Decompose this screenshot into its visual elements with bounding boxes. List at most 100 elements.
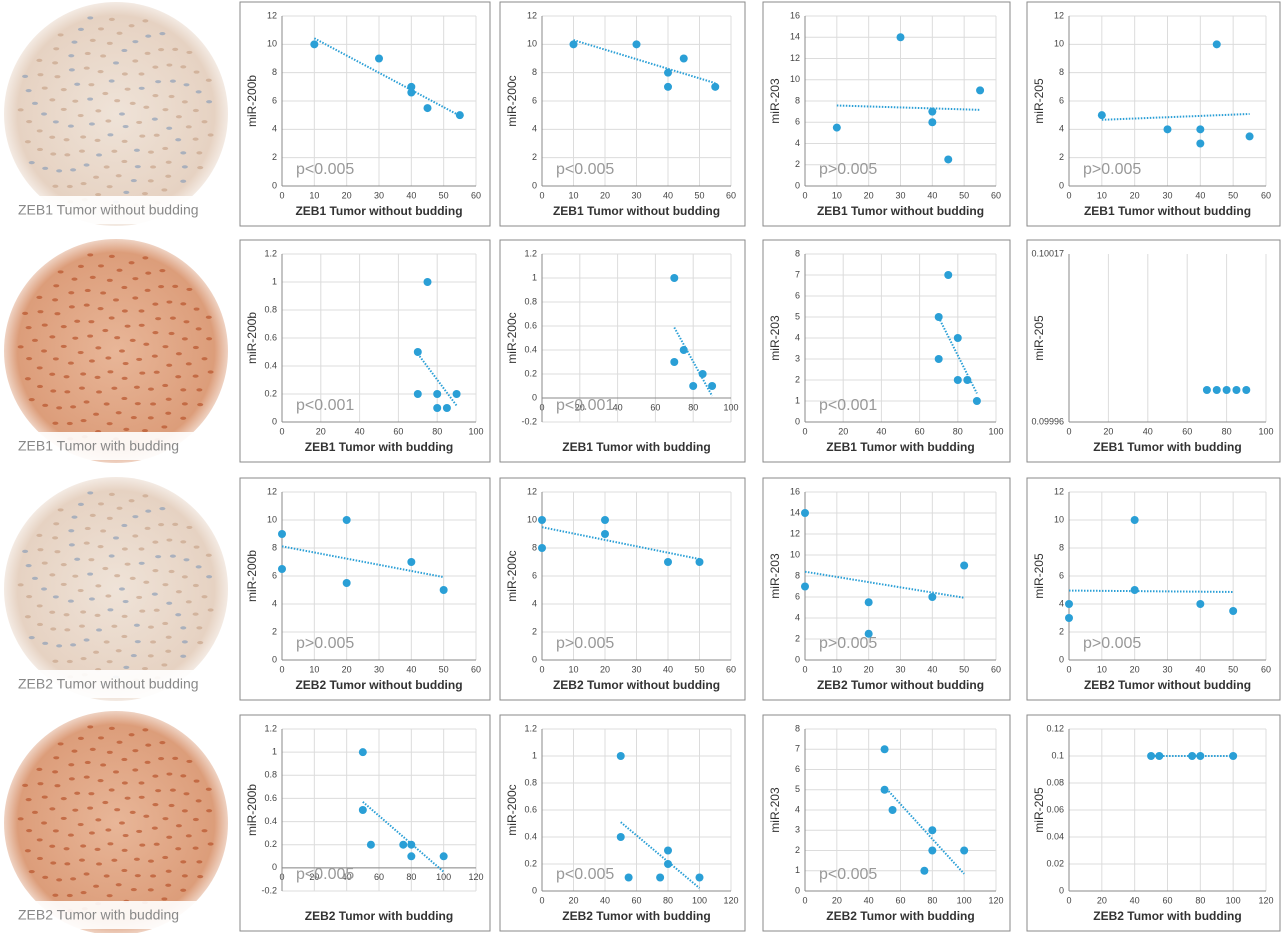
x-tick-label: 120 (988, 895, 1003, 905)
x-tick-label: 0 (279, 664, 284, 674)
cell (84, 400, 90, 403)
cell (130, 577, 136, 580)
cell (87, 572, 93, 575)
cell (37, 148, 43, 151)
y-tick-label: 4 (1059, 598, 1064, 608)
image-caption: ZEB1 Tumor without budding (18, 202, 199, 218)
chart-panel: 0246810120102030405060ZEB1 Tumor without… (500, 2, 745, 226)
x-tick-label: 30 (631, 190, 641, 200)
x-tick-label: 40 (600, 895, 610, 905)
cell (68, 763, 74, 766)
tissue-core (4, 239, 228, 463)
y-tick-label: -0.2 (521, 416, 537, 426)
x-tick-label: 40 (355, 426, 365, 436)
cell (132, 534, 138, 537)
cell (72, 575, 78, 578)
cell (64, 613, 70, 616)
x-tick-label: 80 (406, 872, 416, 882)
cell (42, 561, 48, 564)
data-point (865, 630, 873, 638)
x-tick-label: 100 (957, 895, 972, 905)
y-tick-label: 0 (272, 180, 277, 190)
cell (98, 27, 104, 30)
x-tick-label: 50 (439, 190, 449, 200)
cell (182, 402, 188, 405)
cell (150, 402, 156, 405)
x-tick-label: 0 (539, 664, 544, 674)
cell (136, 121, 142, 124)
image-caption: ZEB2 Tumor without budding (18, 676, 199, 692)
cell (121, 635, 127, 638)
cell (145, 744, 151, 747)
cell (68, 291, 74, 294)
cell (22, 75, 28, 78)
cell (122, 781, 128, 784)
cell (93, 413, 99, 416)
cell (61, 88, 67, 91)
cell (148, 626, 154, 629)
tissue-core (4, 2, 228, 226)
cell (206, 554, 212, 557)
y-tick-label: 0 (532, 180, 537, 190)
cell (183, 558, 189, 561)
cell (90, 748, 96, 751)
cell (169, 95, 175, 98)
cell (81, 182, 87, 185)
x-tick-label: 10 (309, 190, 319, 200)
y-tick-label: 10 (790, 549, 800, 559)
cell (139, 562, 145, 565)
data-point (664, 847, 672, 855)
data-point (570, 40, 578, 48)
cell (142, 667, 148, 670)
y-tick-label: 6 (795, 764, 800, 774)
cell (41, 821, 47, 824)
y-tick-label: 0 (532, 885, 537, 895)
cell (78, 28, 84, 31)
y-axis-label: miR-200b (245, 784, 259, 836)
y-tick-label: 6 (1059, 95, 1064, 105)
cell (61, 817, 67, 820)
cell (56, 169, 62, 172)
y-tick-label: 10 (527, 514, 537, 524)
y-tick-label: 16 (790, 486, 800, 496)
x-tick-label: 50 (439, 664, 449, 674)
cell (95, 139, 101, 142)
cell (85, 289, 91, 292)
cell (123, 600, 129, 603)
cell (136, 358, 142, 361)
panel-border (1027, 2, 1280, 226)
cell (148, 860, 154, 863)
cell (87, 806, 93, 809)
cell (143, 343, 149, 346)
x-tick-label: 0 (1066, 895, 1071, 905)
cell (107, 133, 113, 136)
cell (41, 349, 47, 352)
cell (122, 72, 128, 75)
cell (49, 335, 55, 338)
cell (129, 499, 135, 502)
cell (37, 385, 43, 388)
cell (193, 818, 199, 821)
data-point (399, 841, 407, 849)
cell (107, 185, 113, 188)
panel-border (500, 715, 745, 931)
cell (134, 858, 140, 861)
cell (170, 789, 176, 792)
x-tick-label: 30 (895, 664, 905, 674)
cell (67, 894, 73, 897)
cell (158, 285, 164, 288)
cell (52, 185, 58, 188)
cell (148, 151, 154, 154)
cell (102, 567, 108, 570)
cell (104, 874, 110, 877)
cell (152, 302, 158, 305)
panel-border (763, 240, 1010, 462)
cell (58, 33, 64, 36)
cell (121, 160, 127, 163)
data-point (680, 55, 688, 63)
cell (143, 815, 149, 818)
x-axis-label: ZEB1 Tumor without budding (1084, 204, 1251, 218)
cell (125, 325, 131, 328)
cell (29, 636, 35, 639)
y-tick-label: 1 (795, 865, 800, 875)
